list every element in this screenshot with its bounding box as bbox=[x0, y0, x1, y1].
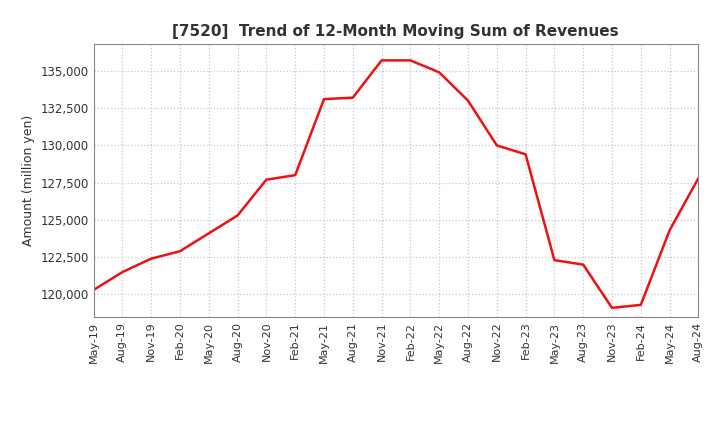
Y-axis label: Amount (million yen): Amount (million yen) bbox=[22, 115, 35, 246]
Text: [7520]  Trend of 12-Month Moving Sum of Revenues: [7520] Trend of 12-Month Moving Sum of R… bbox=[172, 24, 619, 39]
